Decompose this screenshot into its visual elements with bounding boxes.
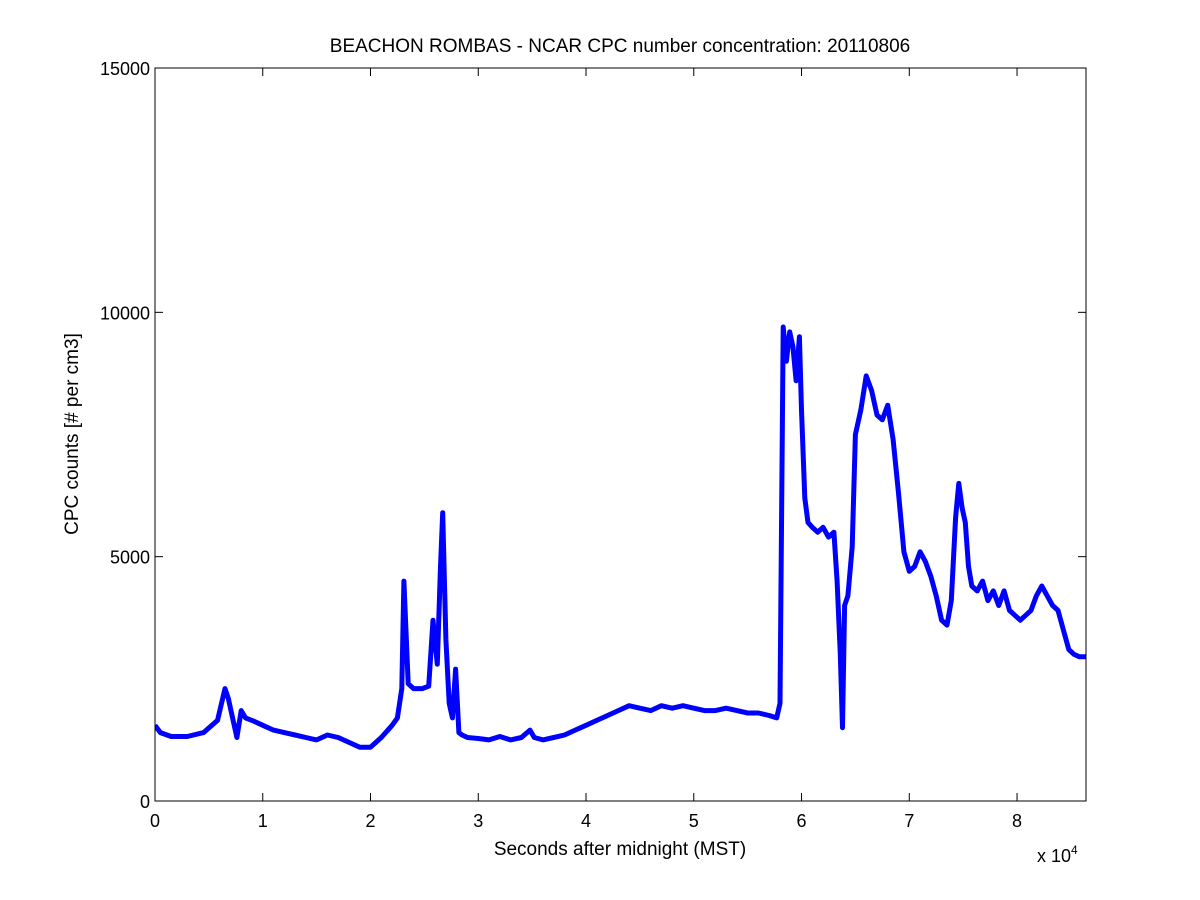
- x-tick-label: 0: [150, 811, 160, 831]
- series-layer: [155, 324, 1086, 750]
- y-tick-label: 5000: [110, 548, 150, 568]
- y-tick-label: 15000: [100, 59, 150, 79]
- y-tick-label: 10000: [100, 303, 150, 323]
- plot-area: [154, 67, 1087, 802]
- axes-box: [154, 67, 1087, 802]
- x-tick-label: 8: [1012, 811, 1022, 831]
- series-line-0: [155, 324, 1086, 750]
- chart-title: BEACHON ROMBAS - NCAR CPC number concent…: [330, 36, 910, 57]
- x-axis-label: Seconds after midnight (MST): [494, 839, 746, 860]
- x-axis-multiplier-exponent: 4: [1071, 843, 1078, 857]
- x-tick-label: 2: [366, 811, 376, 831]
- x-tick-label: 3: [473, 811, 483, 831]
- x-tick-label: 1: [258, 811, 268, 831]
- x-tick-label: 5: [689, 811, 699, 831]
- plot-background: [155, 68, 1086, 801]
- y-tick-label: 0: [140, 792, 150, 812]
- x-tick-label: 7: [904, 811, 914, 831]
- x-tick-label: 6: [797, 811, 807, 831]
- x-axis-multiplier-base: x 10: [1037, 846, 1071, 866]
- x-tick-label: 4: [581, 811, 591, 831]
- y-axis-ticks: 0 5000 10000 15000: [100, 59, 1086, 812]
- x-axis-multiplier: x 104: [1037, 843, 1078, 866]
- y-axis-label: CPC counts [# per cm3]: [62, 333, 83, 535]
- x-axis-ticks: 0 1 2 3 4 5 6 7 8: [150, 68, 1022, 831]
